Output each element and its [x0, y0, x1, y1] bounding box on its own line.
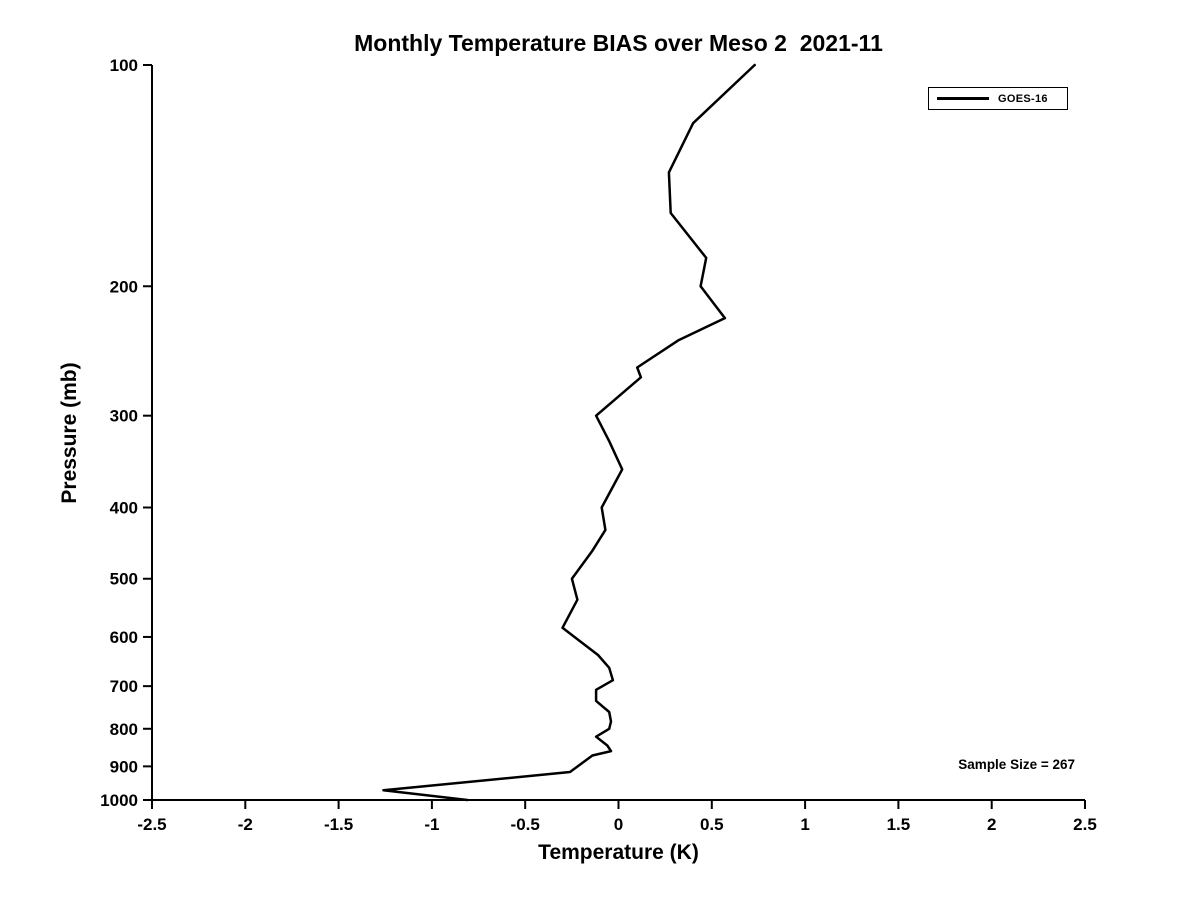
- legend-line-sample-icon: [937, 97, 989, 100]
- x-tick-label: -2.5: [137, 815, 166, 834]
- y-tick-label: 200: [110, 277, 138, 296]
- x-tick-label: 0: [614, 815, 623, 834]
- y-tick-label: 700: [110, 677, 138, 696]
- y-tick-label: 1000: [100, 791, 138, 810]
- y-axis-label: Pressure (mb): [58, 362, 81, 504]
- x-tick-label: 1: [800, 815, 809, 834]
- sample-size-annotation: Sample Size = 267: [958, 757, 1075, 772]
- x-axis-label: Temperature (K): [538, 841, 699, 864]
- y-tick-label: 800: [110, 720, 138, 739]
- legend: GOES-16: [928, 87, 1068, 110]
- series-line-goes-16: [382, 63, 756, 802]
- legend-series-label: GOES-16: [998, 92, 1048, 105]
- y-tick-label: 300: [110, 407, 138, 426]
- x-tick-label: -0.5: [511, 815, 540, 834]
- y-tick-label: 900: [110, 757, 138, 776]
- x-tick-label: -1.5: [324, 815, 353, 834]
- y-tick-label: 600: [110, 628, 138, 647]
- x-tick-label: -1: [424, 815, 439, 834]
- y-tick-label: 400: [110, 499, 138, 518]
- y-tick-label: 500: [110, 570, 138, 589]
- x-tick-label: 2.5: [1073, 815, 1097, 834]
- x-tick-label: 2: [987, 815, 996, 834]
- x-tick-label: 1.5: [887, 815, 911, 834]
- x-tick-label: -2: [238, 815, 253, 834]
- chart-title: Monthly Temperature BIAS over Meso 2 202…: [354, 30, 883, 56]
- y-tick-label: 100: [110, 56, 138, 75]
- x-tick-label: 0.5: [700, 815, 724, 834]
